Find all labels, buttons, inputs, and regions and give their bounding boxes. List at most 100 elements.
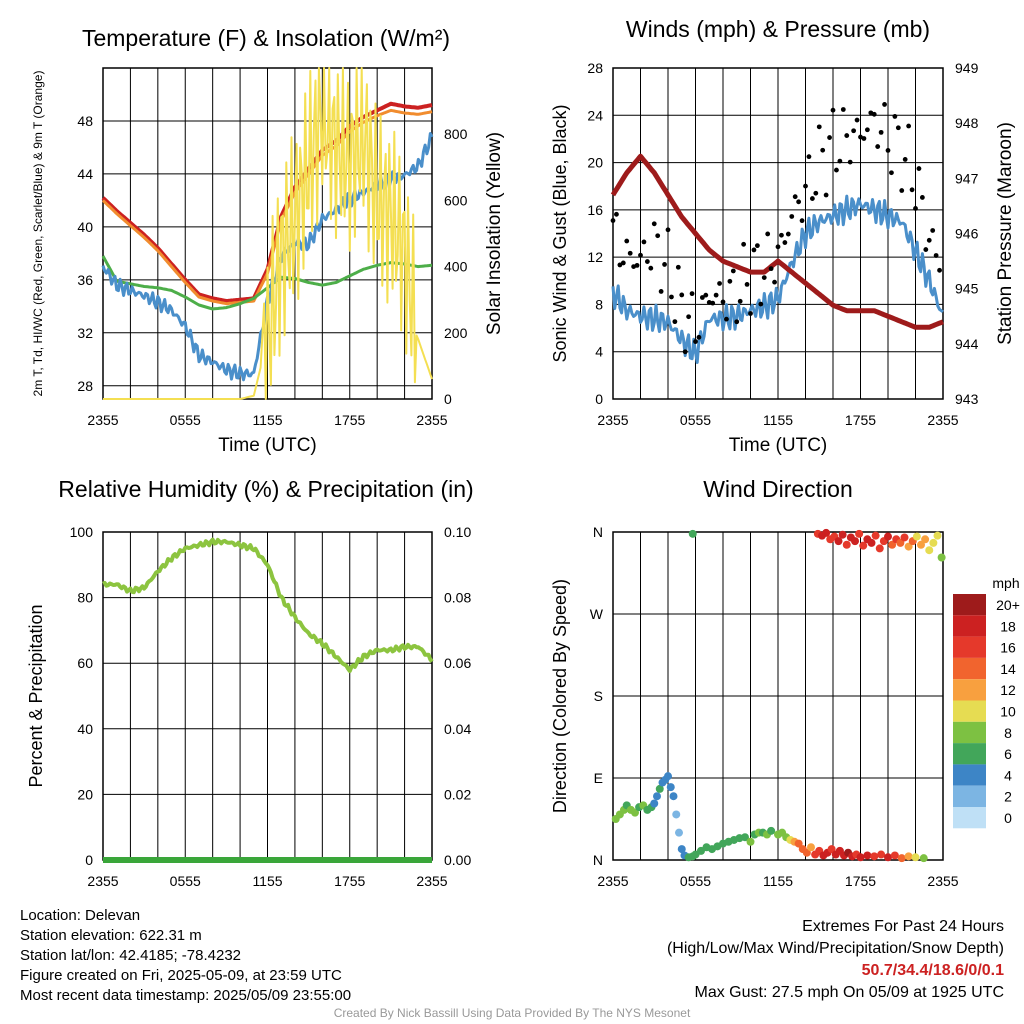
y2-tick-label: 943 [955, 391, 979, 407]
direction-point [897, 854, 906, 863]
direction-point [827, 845, 836, 854]
gust-point [717, 281, 722, 286]
direction-point [664, 772, 672, 781]
y-tick-label: 0 [595, 391, 603, 407]
series-line [610, 153, 944, 330]
x-tick-label: 0555 [170, 873, 201, 889]
y-axis-label: Sonic Wind & Gust (Blue, Black) [550, 104, 570, 362]
gust-point [792, 194, 798, 200]
x-tick-label: 1155 [252, 873, 282, 889]
gust-point [699, 295, 705, 300]
direction-point [856, 853, 865, 862]
gust-point [926, 237, 932, 243]
y-tick-label: 32 [77, 325, 93, 341]
gust-point [610, 218, 616, 223]
gust-point [785, 231, 791, 237]
direction-point [890, 851, 899, 860]
y2-tick-label: 600 [444, 192, 468, 208]
x-tick-label: 1155 [763, 873, 793, 889]
direction-point [870, 852, 879, 861]
direction-point [675, 828, 683, 837]
y2-axis-label: Station Pressure (Maroon) [995, 122, 1016, 345]
gust-point [761, 275, 767, 280]
y-tick-label: 4 [595, 344, 603, 360]
panel-temperature: 28 32 36 40 44 48 0 200 400 600 800 2355 0555 1155 175… [31, 25, 505, 456]
gust-point [641, 239, 647, 245]
y-tick-label: 20 [587, 155, 603, 171]
direction-point [875, 544, 884, 553]
direction-point [666, 783, 675, 792]
direction-point [900, 533, 909, 542]
gust-point [899, 188, 905, 193]
series-line [103, 67, 433, 400]
chart-title: Winds (mph) & Pressure (mb) [626, 16, 930, 42]
latlon-text: Station lat/lon: 42.4185; -78.4232 [20, 947, 242, 964]
chart-title: Wind Direction [703, 476, 853, 502]
plot-frame [612, 67, 944, 400]
direction-point [851, 537, 859, 546]
y-tick-label: 48 [77, 113, 93, 129]
x-tick-label: 1755 [334, 412, 365, 428]
gust-point [847, 159, 853, 165]
x-tick-label: 2355 [416, 412, 447, 428]
gust-point [796, 199, 802, 205]
direction-point [904, 542, 913, 551]
panel-humidity-precip: 0 20 40 60 80 100 0.00 0.02 0.04 0.06 0.08 0.10 2355… [26, 476, 474, 889]
gust-point [751, 247, 757, 253]
direction-point [877, 850, 886, 859]
x-tick-label: 0555 [170, 412, 201, 428]
x-tick-label: 1755 [845, 873, 876, 889]
y2-tick-label: 0 [444, 391, 452, 407]
direction-point [884, 532, 892, 541]
gust-point [902, 157, 908, 162]
y2-tick-label: 0.06 [444, 655, 471, 671]
direction-point [688, 529, 697, 538]
gust-point [734, 319, 740, 325]
gust-point [710, 300, 716, 306]
colorbar-swatch [953, 807, 986, 829]
direction-point [912, 532, 921, 541]
colorbar-label: 20+ [996, 597, 1020, 613]
gust-point [861, 136, 867, 141]
elevation-text: Station elevation: 622.31 m [20, 927, 202, 944]
gust-point [662, 262, 667, 267]
gust-point [844, 133, 850, 138]
direction-point [921, 535, 930, 544]
y2-tick-label: 0.00 [444, 852, 471, 868]
direction-point [838, 530, 847, 539]
y-tick-label: 40 [77, 219, 93, 235]
x-tick-label: 1155 [763, 412, 793, 428]
gust-point [930, 228, 936, 233]
colorbar-label: 10 [1000, 704, 1016, 720]
y2-axis-label: Solar Insolation (Yellow) [484, 132, 505, 335]
gust-point [916, 166, 922, 171]
y-tick-label: 0 [85, 852, 93, 868]
x-tick-label: 2355 [87, 873, 118, 889]
gust-point [834, 167, 839, 173]
y-tick-label: 12 [587, 249, 603, 265]
colorbar-title: mph [992, 575, 1019, 591]
gust-point [620, 260, 626, 266]
gust-point [748, 311, 753, 316]
gust-point [789, 214, 795, 219]
gust-point [933, 253, 939, 258]
direction-point [929, 538, 938, 547]
gust-point [686, 314, 692, 320]
gust-point [820, 147, 826, 153]
y-tick-label: 28 [77, 378, 93, 394]
y2-tick-label: 947 [955, 170, 979, 186]
max-gust-text: Max Gust: 27.5 mph On 05/09 at 1925 UTC [694, 984, 1005, 1001]
y2-tick-label: 0.10 [444, 524, 471, 540]
colorbar-label: 8 [1004, 725, 1012, 741]
panel-winds-pressure: 0 4 8 12 16 20 24 28 943 944 945 946 947 948 949 2355 05… [550, 16, 1016, 456]
gust-point [809, 196, 815, 201]
gust-point [885, 147, 891, 153]
speed-colorbar: mph 20+ 18 16 14 12 10 8 6 4 2 0 [953, 575, 1020, 829]
direction-point [888, 540, 897, 549]
plot-frame [612, 531, 944, 861]
y-axis-label: 2m T, Td, HI/WC (Red, Green, Scarlet/Blu… [31, 71, 45, 397]
gust-point [840, 107, 846, 112]
gust-point [864, 127, 870, 133]
direction-point [911, 853, 920, 862]
